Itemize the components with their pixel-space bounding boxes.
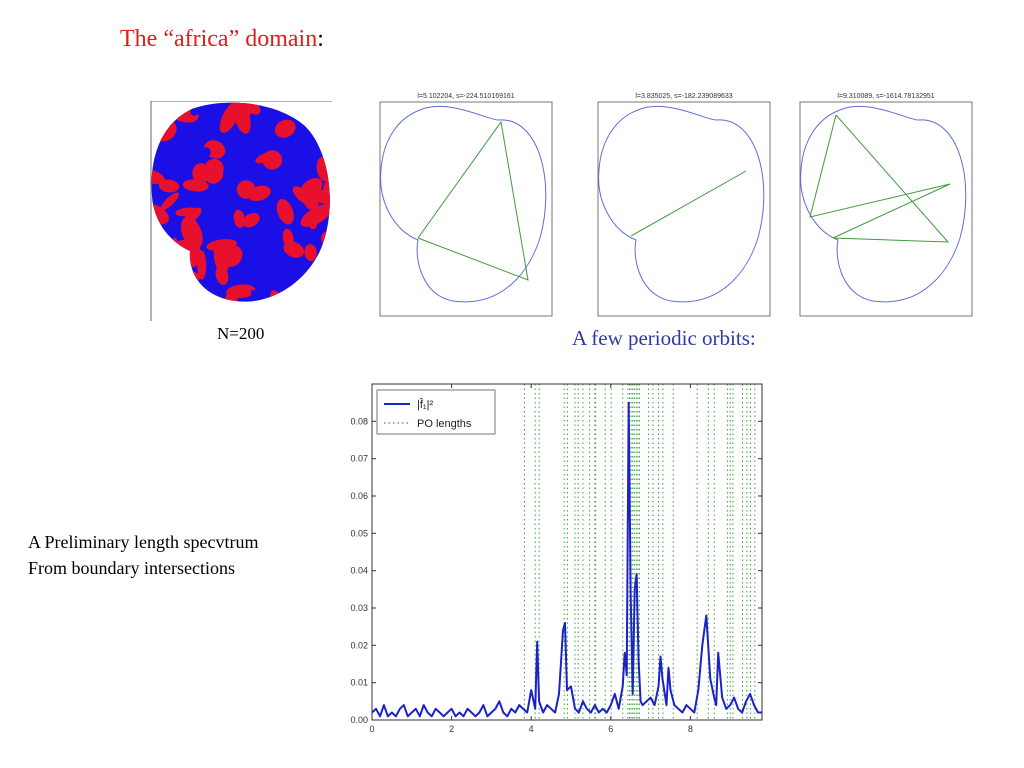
orbit-panel-2-title: l=3.835025, s=-182.239089633 (635, 93, 732, 100)
legend-label-po: PO lengths (417, 418, 472, 430)
domain-red-blob (155, 261, 190, 274)
orbit-panel-3: l=9.310089, s=-1614.78132951 (799, 93, 973, 317)
orbit-panel-3-orbit (809, 114, 951, 243)
x-tick-label: 8 (688, 724, 693, 734)
orbit-panel-1-orbit (417, 120, 529, 281)
domain-blue-hole (207, 300, 219, 302)
domain-red-blob (236, 180, 256, 199)
chart-legend: |f̂₁|² PO lengths (376, 389, 496, 435)
orbit-panel-2-frame (597, 101, 771, 317)
domain-red-blob (180, 216, 203, 249)
domain-blue-hole (248, 141, 259, 151)
orbit-panel-1-title: l=5.102204, s=-224.510169161 (417, 93, 514, 100)
y-tick-label: 0.03 (350, 603, 368, 613)
y-tick-label: 0.05 (350, 528, 368, 538)
orbit-panel-3-frame (799, 101, 973, 317)
domain-red-blob (151, 248, 174, 265)
orbit-panel-2: l=3.835025, s=-182.239089633 (597, 93, 771, 317)
domain-red-blob (151, 169, 165, 185)
domain-pattern-figure (150, 101, 332, 321)
domain-blue-hole (250, 289, 257, 296)
domain-red-blob (233, 209, 245, 228)
domain-blue-hole (260, 174, 269, 183)
spectrum-caption: A Preliminary length specvtrum From boun… (28, 529, 258, 581)
domain-blue-hole (203, 227, 210, 234)
domain-red-blob (304, 244, 317, 262)
domain-red-blob (241, 102, 261, 115)
y-tick-label: 0.08 (350, 416, 368, 426)
spectrum-caption-line-1: A Preliminary length specvtrum (28, 532, 259, 552)
slide-title-colon: : (317, 26, 324, 52)
slide-title-text: The “africa” domain (120, 26, 318, 52)
domain-red-blob (155, 109, 175, 122)
legend-label-spectrum: |f̂₁|² (417, 397, 433, 411)
y-tick-label: 0.06 (350, 491, 368, 501)
domain-red-blob (175, 207, 198, 217)
domain-red-blob (215, 265, 229, 285)
domain-blue-hole (161, 160, 171, 170)
domain-blue-hole (266, 297, 278, 302)
x-tick-label: 6 (608, 724, 613, 734)
domain-red-blob (158, 179, 180, 193)
domain-red-blob (276, 199, 294, 225)
domain-red-blob (213, 243, 229, 275)
domain-blue-hole (267, 200, 274, 208)
x-tick-label: 4 (529, 724, 534, 734)
orbit-panel-1-boundary (380, 105, 547, 303)
domain-red-blob (219, 102, 241, 133)
orbit-panel-2-orbit (630, 170, 747, 237)
domain-red-blob (242, 212, 260, 228)
domain-red-blob (226, 284, 256, 299)
x-tick-label: 0 (369, 724, 374, 734)
domain-blue-hole (258, 211, 265, 218)
orbit-panel-3-title: l=9.310089, s=-1614.78132951 (837, 93, 934, 100)
chart-axes: 0.00 0.01 0.02 0.03 0.04 0.05 0.06 0.07 0.08 0 2 4 6… (350, 383, 763, 734)
domain-blue-hole (201, 147, 211, 157)
domain-blue-hole (307, 169, 316, 178)
domain-red-blob (160, 192, 180, 211)
y-tick-label: 0.04 (350, 566, 368, 576)
domain-red-blob (255, 151, 278, 164)
y-tick-label: 0.00 (350, 715, 368, 725)
domain-red-blob (204, 158, 224, 178)
domain-blue-hole (229, 129, 239, 139)
orbit-panel-2-boundary (598, 105, 765, 303)
x-tick-label: 2 (449, 724, 454, 734)
domain-blue-hole (190, 107, 199, 116)
orbits-caption: A few periodic orbits: (572, 326, 756, 350)
slide-title: The “africa” domain: (120, 26, 324, 53)
spectrum-series (371, 401, 762, 718)
domain-red-blob (283, 241, 305, 258)
orbit-panel-1: l=5.102204, s=-224.510169161 (379, 93, 553, 317)
domain-blue-hole (174, 102, 186, 108)
orbit-panel-1-frame (379, 101, 553, 317)
legend-box (376, 389, 496, 435)
length-spectrum-chart: 0.00 0.01 0.02 0.03 0.04 0.05 0.06 0.07 0.08 0 2 4 6… (350, 383, 763, 734)
domain-red-blob (274, 119, 296, 138)
n-label: N=200 (217, 324, 265, 343)
domain-red-blob (315, 280, 330, 302)
y-tick-label: 0.02 (350, 640, 368, 650)
spectrum-line (371, 401, 762, 718)
domain-red-blob (302, 187, 330, 204)
y-tick-label: 0.07 (350, 454, 368, 464)
orbit-panel-3-boundary (800, 105, 967, 303)
domain-blue-hole (319, 222, 327, 230)
domain-red-blob (307, 211, 318, 230)
domain-blue-hole (325, 273, 330, 285)
spectrum-caption-line-2: From boundary intersections (28, 558, 235, 578)
plot-frame (371, 383, 763, 721)
y-tick-label: 0.01 (350, 678, 368, 688)
domain-red-blob (312, 261, 330, 278)
